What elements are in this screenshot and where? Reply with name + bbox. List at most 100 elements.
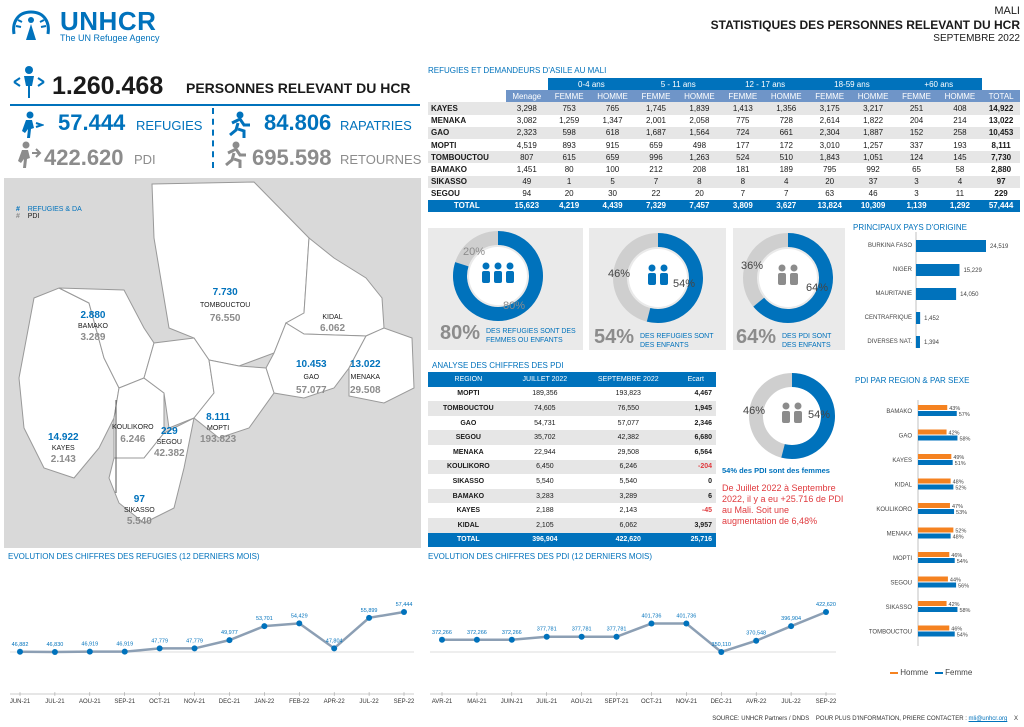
x-tick-label: SEPT-21 (605, 699, 630, 705)
sex-legend: Homme Femme (890, 668, 972, 677)
x-tick-label: AOU-21 (79, 699, 101, 705)
female-pct: 54% (957, 559, 968, 565)
x-tick-label: NOV-21 (676, 699, 698, 705)
map-label-gao: 10.453 GAO 57.077 (296, 359, 327, 396)
map-label-tombouctou: 7.730 TOMBOUCTOU 76.550 (200, 287, 251, 324)
unhcr-logo-icon (12, 10, 50, 40)
org-name: UNHCR (60, 6, 157, 36)
bar-female (918, 484, 954, 490)
table-row: SEGOU 94 20 30 22 20 7 7 63 46 3 11 229 (431, 189, 1008, 199)
x-tick-label: FEB-22 (289, 699, 310, 705)
series-line (442, 610, 827, 654)
map-label-bamako: 2.880 BAMAKO 3.289 (78, 310, 108, 343)
bar-female (918, 582, 957, 588)
male-pct: 48% (953, 480, 964, 486)
total-value: 1.260.468 (52, 72, 164, 100)
countries-chart: BURKINA FASO 24,519 NIGER 15,229 MAURITANIE 1… (865, 232, 1009, 348)
returned-value: 695.598 (252, 145, 332, 170)
data-label: 401,736 (676, 614, 696, 620)
analysis-note: De Juillet 2022 à Septembre 2022, il y a… (722, 483, 844, 526)
x-tick-label: OCT-21 (641, 699, 663, 705)
data-point (439, 636, 445, 643)
bar-male (918, 552, 950, 557)
data-point (683, 620, 690, 627)
donut3-inner-right: 64% (806, 282, 829, 294)
table-row: GAO 2,323 598 618 1,687 1,564 724 661 2,304 1,887… (428, 126, 1020, 139)
data-point (788, 623, 795, 630)
data-point (121, 648, 128, 655)
bar-male (918, 503, 950, 508)
people-icon-head (494, 262, 502, 270)
map-label-segou: 229 SEGOU 42.382 (154, 426, 185, 459)
table-row: BAMAKO 1,451 80 100 212 208 181 189 795 992 65 58 2,… (431, 164, 1012, 174)
table-row: MENAKA 22,944 29,508 6,564 (452, 448, 712, 456)
mali-map (18, 181, 415, 524)
donut4 (749, 373, 835, 459)
contact-email-link[interactable]: mli@unhcr.org (968, 716, 1008, 722)
donut-charts (453, 231, 833, 323)
children-icon-body (648, 273, 656, 285)
data-point (296, 620, 303, 627)
donut3-label: DES PDI SONT DES ENFANTS (782, 333, 832, 349)
x-tick-label: SEP-22 (816, 699, 837, 705)
donut2-hole (629, 249, 687, 307)
idp-women-icon-body (794, 411, 802, 423)
data-label: 53,701 (256, 616, 273, 622)
sex-region-label: MOPTI (893, 556, 912, 562)
country-value: 24,519 (990, 244, 1009, 250)
refugee-table: 0-4 ans 5 - 11 ans 12 - 17 ans 18-59 ans… (428, 78, 1020, 213)
data-point (823, 609, 829, 615)
bar-female (918, 533, 951, 539)
pdi-chart-title: EVOLUTION DES CHIFFRES DES PDI (12 DERNI… (428, 552, 653, 561)
data-point (17, 648, 23, 655)
data-point (753, 637, 760, 644)
table-row: MOPTI 4,519 893 915 659 498 177 172 3,010 1,257 33… (431, 140, 1011, 150)
sex-region-label: BAMAKO (886, 409, 912, 415)
country-bar (916, 264, 960, 276)
sex-region-label: KIDAL (895, 483, 913, 489)
country-label: CENTRAFRIQUE (865, 315, 912, 321)
table-row: SEGOU 35,702 42,382 6,680 (428, 430, 716, 445)
table-row: GAO 54,731 57,077 2,346 (460, 419, 712, 427)
sex-region-label: KOULIKORO (876, 507, 912, 513)
donut2-inner-left: 46% (608, 268, 631, 280)
pdi-trend-chart: 372,266 AVR-21 372,266 MAI-21 372,266 JUIN-21… (430, 602, 837, 705)
data-label: 47,804 (326, 638, 343, 644)
x-tick-label: JUIL-21 (536, 699, 558, 705)
data-point (261, 623, 268, 630)
returned-icon (225, 141, 246, 168)
data-point (401, 609, 407, 615)
data-point (226, 637, 233, 644)
pdi-value: 422.620 (44, 145, 124, 170)
region-mopti (193, 359, 275, 439)
analysis-title: ANALYSE DES CHIFFRES DES PDI (432, 361, 564, 370)
map-label-sikasso: 97 SIKASSO 5.540 (124, 494, 155, 527)
legend-male-swatch (890, 671, 898, 674)
data-label: 377,781 (607, 627, 627, 633)
sex-region-label: KAYES (892, 458, 912, 464)
data-point (473, 636, 480, 643)
donut2-arc (646, 233, 703, 323)
donut4-inner-left: 46% (743, 405, 766, 417)
donut3-hole (759, 249, 817, 307)
data-label: 46,882 (12, 642, 29, 648)
female-pct: 56% (958, 584, 969, 590)
table-total-row: TOTAL 396,904 422,620 25,716 (428, 532, 716, 548)
people-icon-body (482, 271, 490, 283)
data-label: 372,266 (502, 630, 522, 636)
country-value: 14,050 (960, 292, 979, 298)
x-tick-label: JUN-21 (10, 699, 31, 705)
male-pct: 43% (949, 406, 960, 412)
divider (212, 108, 214, 168)
data-label: 55,899 (361, 608, 378, 614)
donut1-label: DES REFUGIES SONT DES FEMMES OU ENFANTS (486, 328, 576, 344)
country-label: NIGER (893, 267, 913, 273)
donut1-inner-top: 20% (463, 246, 486, 258)
people-icon-head (506, 262, 514, 270)
male-pct: 46% (951, 553, 962, 559)
countries-title: PRINCIPAUX PAYS D'ORIGINE (853, 223, 967, 232)
refugee-trend-chart: 46,882 JUN-21 46,830 JUL-21 46,919 AOU-21 46,9… (10, 602, 415, 705)
bar-male (918, 576, 948, 582)
male-pct: 52% (955, 529, 966, 535)
male-pct: 46% (951, 627, 962, 633)
